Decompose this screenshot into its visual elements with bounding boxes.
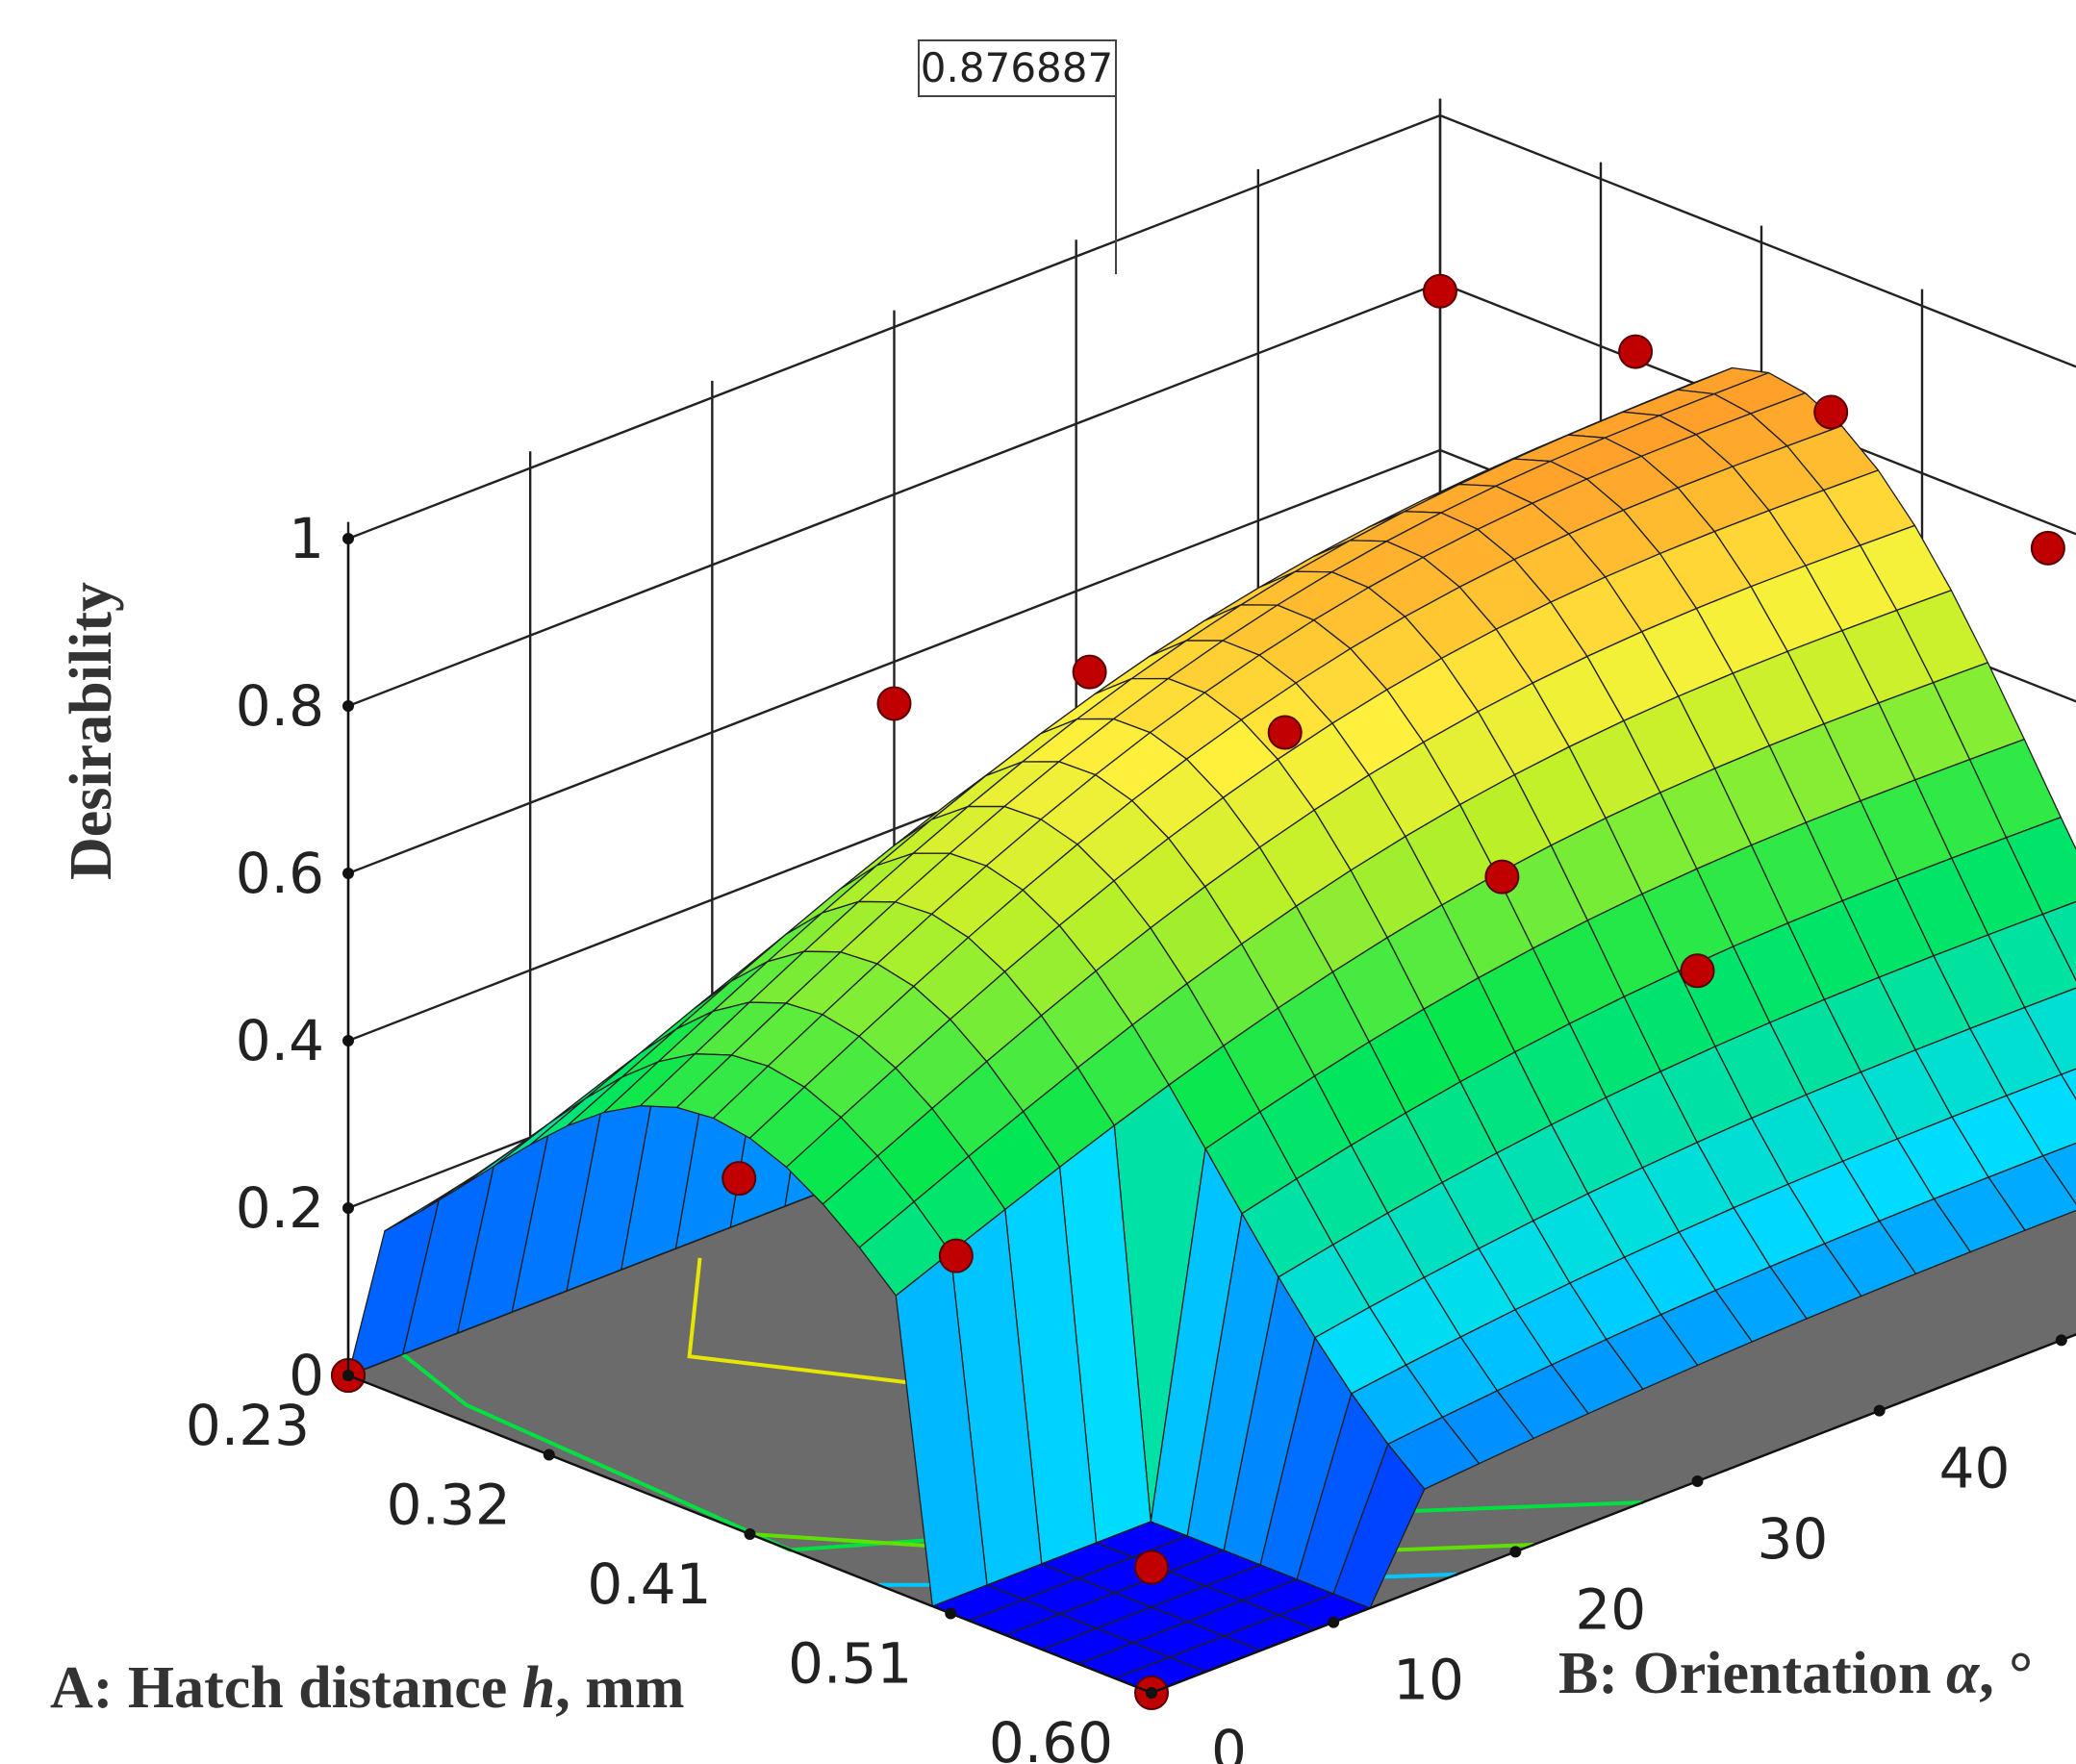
x-tick-label: 0.32 [387,1473,511,1538]
x-axis-title-var: h [522,1655,555,1721]
design-point [1813,394,1849,430]
z-tick-mark [342,1202,354,1214]
design-point [1072,654,1107,690]
z-tick-mark [342,533,354,544]
design-point [1134,1550,1169,1585]
z-tick-mark [342,868,354,879]
max-callout: 0.876887 [918,39,1117,274]
x-axis-title: A: Hatch distance h, mm [50,1655,685,1721]
y-axis-title-var: α [1946,1641,1981,1706]
design-point [876,686,912,721]
z-axis-title: Desirability [59,582,124,880]
z-tick-label: 0.8 [236,673,324,739]
design-point [2030,530,2065,566]
design-point [938,1238,974,1273]
x-tick-label: 0.51 [788,1631,912,1697]
y-tick-mark [1146,1687,1157,1699]
y-tick-mark [1691,1475,1704,1487]
x-tick-mark [543,1449,555,1461]
z-tick-label: 0.2 [236,1175,324,1241]
design-points [331,273,2065,1710]
left-wall-hline [347,448,1441,875]
design-point [1484,859,1520,895]
max-callout-box [918,39,1117,97]
chart-axes: 0 0.2 0.4 0.6 0.8 1 0.23 0.32 0.41 0.51 0.60 0 10 20 3… [186,506,2076,1764]
z-tick-label: 0.4 [236,1008,324,1073]
y-tick-label: 20 [1575,1576,1646,1642]
y-tick-label: 40 [1939,1436,2011,1501]
y-tick-mark [1873,1404,1886,1417]
right-wall-hline [1439,113,2076,368]
design-point [722,1161,757,1197]
y-tick-mark [2055,1334,2067,1347]
y-axis-title: B: Orientation α, ° [1558,1641,2033,1706]
y-axis-title-prefix: B: Orientation [1558,1641,1946,1706]
x-tick-mark [945,1607,957,1620]
x-tick-label: 0.23 [186,1393,310,1458]
x-axis-title-unit: , mm [555,1655,684,1721]
y-tick-label: 30 [1758,1506,1829,1572]
x-tick-label: 0.41 [587,1551,711,1617]
x-axis-title-prefix: A: Hatch distance [50,1655,522,1721]
left-wall-hline [347,113,1441,541]
x-tick-mark [342,1370,354,1381]
z-tick-label: 0 [289,1343,324,1408]
x-tick-mark [744,1528,756,1540]
design-point [1423,273,1457,309]
design-point [1618,334,1654,369]
z-tick-mark [342,1035,354,1046]
design-point [1680,953,1715,989]
y-axis-title-unit: , ° [1979,1641,2033,1706]
z-tick-mark [342,700,354,712]
y-tick-mark [1509,1546,1522,1558]
design-point [1267,715,1303,750]
y-tick-label: 10 [1393,1648,1464,1713]
z-tick-label: 1 [289,506,324,571]
z-tick-label: 0.6 [236,841,324,906]
y-tick-label: 0 [1211,1718,1247,1764]
response-surface [347,366,2076,1694]
y-tick-mark [1328,1616,1340,1628]
x-tick-label: 0.60 [989,1710,1113,1764]
left-wall-hline [347,281,1441,708]
max-callout-text: 0.876887 [921,44,1113,91]
surface-patch [2060,1068,2076,1100]
